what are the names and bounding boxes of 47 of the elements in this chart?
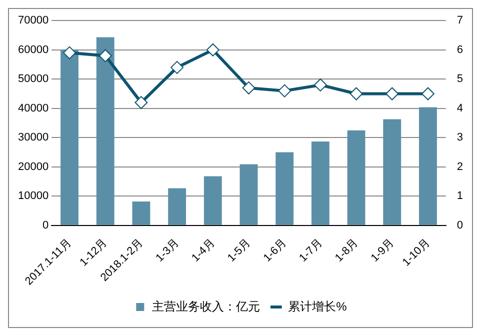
point [421,87,434,100]
y-tick-label: 70000 [18,14,49,27]
y-tick-label: 30000 [18,132,49,144]
bar [276,152,294,225]
y-tick-label: 20000 [18,160,49,173]
point [242,81,256,94]
y2-tick-label: 0 [456,219,464,232]
bar [168,188,186,225]
y-tick-label: 10000 [18,190,49,202]
point [98,49,112,62]
point [63,46,76,60]
y-tick-label: 60000 [18,44,49,56]
y2-tick-label: 5 [456,73,464,86]
point [314,78,327,92]
point [386,87,399,100]
x-tick-label: 1-3月 [154,236,182,264]
bar [311,141,330,225]
x-tick-label: 1-7月 [297,236,325,264]
point [170,60,184,74]
y-tick-label: 40000 [18,102,49,114]
y2-tick-label: 2 [456,160,464,173]
point [278,84,292,98]
y-tick-label: 0 [42,219,49,232]
y2-tick-label: 3 [456,132,464,144]
y2-tick-label: 1 [456,190,464,202]
point [134,96,148,110]
x-tick-label: 1-8月 [333,236,361,264]
y2-tick-label: 7 [456,14,464,27]
bar [347,130,366,225]
bar [132,201,150,225]
legend-label: 累计增长% [288,299,348,314]
bar [204,176,222,225]
x-tick-label: 1-5月 [225,236,253,264]
bar [240,164,258,225]
bar [419,107,437,225]
y2-tick-label: 4 [456,102,464,114]
legend-label: 主营业务收入：亿元 [152,299,260,314]
y2-tick-label: 6 [456,44,464,56]
point [206,43,220,56]
bar [383,119,402,225]
bar [60,50,78,225]
x-tick-label: 1-9月 [368,236,396,264]
point [350,87,363,100]
y-tick-label: 50000 [18,73,49,86]
x-tick-label: 1-6月 [261,236,289,264]
bar [96,37,114,225]
x-tick-label: 1-4月 [190,236,218,264]
